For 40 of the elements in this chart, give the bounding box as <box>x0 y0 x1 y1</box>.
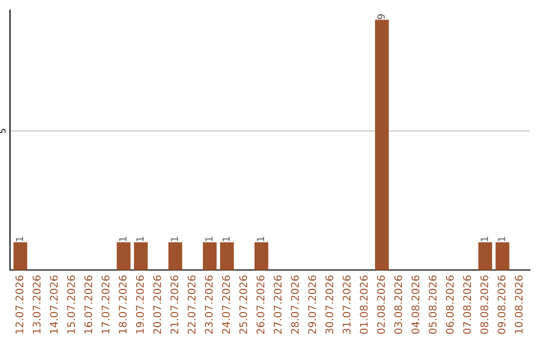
x-tick-label: 27.07.2026 <box>274 276 282 334</box>
x-tick-label: 01.08.2026 <box>360 276 368 334</box>
x-tick-label: 14.07.2026 <box>50 276 58 334</box>
x-tick-label: 12.07.2026 <box>15 276 24 334</box>
x-tick-label: 07.08.2026 <box>463 276 472 334</box>
x-tick-label: 10.08.2026 <box>514 276 523 334</box>
x-tick-label: 04.08.2026 <box>412 276 420 334</box>
x-tick-label: 21.07.2026 <box>170 276 178 334</box>
x-tick-label: 02.08.2026 <box>377 276 385 334</box>
x-tick-label: 24.07.2026 <box>222 276 230 334</box>
data-label: 1 <box>498 236 506 242</box>
x-tick-label: 31.07.2026 <box>342 276 351 334</box>
x-tick-label: 26.07.2026 <box>256 276 264 334</box>
data-label: 1 <box>205 236 212 242</box>
x-tick-label: 16.07.2026 <box>84 276 92 334</box>
x-tick-label: 20.07.2026 <box>153 276 162 334</box>
x-tick-label: 28.07.2026 <box>290 276 299 334</box>
x-tick-label: 18.07.2026 <box>118 276 127 334</box>
x-tick-label: 13.07.2026 <box>32 276 41 334</box>
x-tick-label: 22.07.2026 <box>188 276 196 334</box>
x-tick-label: 23.07.2026 <box>204 276 213 334</box>
data-label: 1 <box>222 236 230 242</box>
x-tick-label: 15.07.2026 <box>67 276 76 334</box>
x-tick-label: 17.07.2026 <box>102 276 110 334</box>
x-tick-label: 25.07.2026 <box>239 276 248 334</box>
x-tick-label: 09.08.2026 <box>498 276 506 334</box>
data-label: 1 <box>119 236 126 242</box>
data-label: 1 <box>480 236 488 242</box>
data-label: 9 <box>377 14 385 20</box>
x-tick-label: 30.07.2026 <box>325 276 334 334</box>
data-label: 1 <box>256 236 264 242</box>
data-label: 1 <box>170 236 178 242</box>
x-tick-label: 19.07.2026 <box>136 276 144 334</box>
x-tick-label: 06.08.2026 <box>446 276 454 334</box>
data-label: 1 <box>16 236 24 242</box>
x-tick-label: 05.08.2026 <box>428 276 437 334</box>
x-tick-label: 08.08.2026 <box>480 276 488 334</box>
x-tick-label: 29.07.2026 <box>308 276 316 334</box>
data-label: 1 <box>136 236 144 242</box>
x-tick-label: 03.08.2026 <box>394 276 402 334</box>
